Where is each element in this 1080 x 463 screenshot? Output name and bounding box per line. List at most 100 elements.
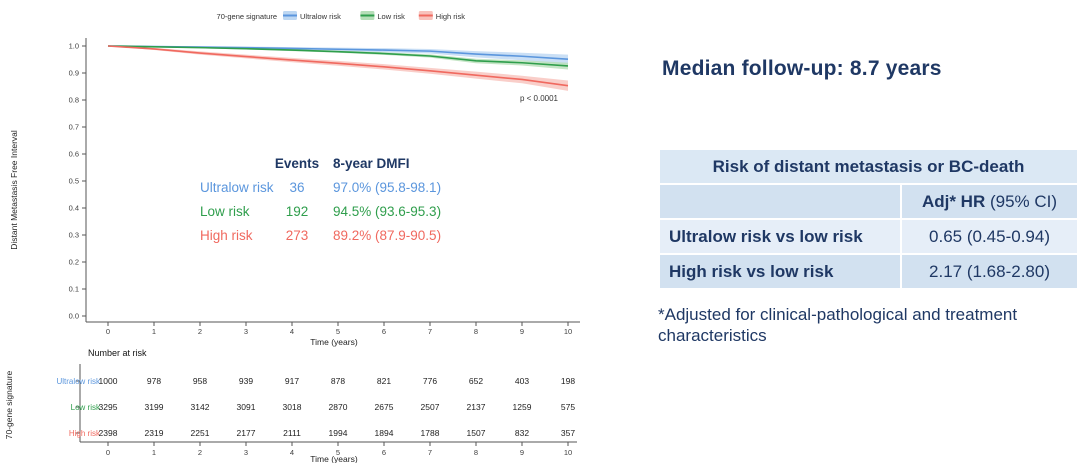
- x-tick-label: 2: [198, 327, 202, 336]
- y-tick-label: 0.3: [69, 231, 79, 240]
- annotation-dmfi-ultralow-risk: 97.0% (95.8-98.1): [333, 180, 441, 195]
- x-tick-label: 0: [106, 327, 110, 336]
- risk-count: 978: [147, 376, 161, 386]
- risk-row-label-high-risk: High risk: [69, 429, 101, 438]
- annotation-label-ultralow-risk: Ultralow risk: [200, 180, 274, 195]
- y-axis-ticks: 0.0 0.1 0.2 0.3 0.4 0.5 0.6 0.7 0.8 0.9 1.0: [69, 42, 86, 321]
- x-tick-label: 5: [336, 327, 340, 336]
- risk-count: 917: [285, 376, 299, 386]
- ci-bands: [108, 46, 568, 91]
- x-tick-label: 3: [244, 327, 248, 336]
- risk-count: 821: [377, 376, 391, 386]
- y-axis-title: Distant Metastasis Free Interval: [9, 130, 19, 250]
- risk-x-tick-label: 4: [290, 448, 294, 457]
- risk-table-y-title: 70-gene signature: [4, 370, 14, 439]
- risk-count: 1259: [513, 402, 532, 412]
- y-tick-label: 0.0: [69, 312, 79, 321]
- y-tick-label: 0.7: [69, 123, 79, 132]
- risk-count: 2137: [467, 402, 486, 412]
- main-axes: [85, 38, 580, 323]
- risk-count: 575: [561, 402, 575, 412]
- risk-x-tick-label: 10: [564, 448, 572, 457]
- risk-count: 403: [515, 376, 529, 386]
- risk-count: 939: [239, 376, 253, 386]
- hr-col-header: Adj* HR (95% CI): [900, 183, 1079, 220]
- km-curve-high-risk: [107, 45, 569, 87]
- km-curves: [107, 45, 569, 87]
- x-tick-label: 6: [382, 327, 386, 336]
- risk-count: 2111: [283, 428, 301, 438]
- km-curve-low-risk: [107, 45, 569, 67]
- risk-count: 958: [193, 376, 207, 386]
- hr-col-header-rest: (95% CI): [985, 191, 1058, 211]
- km-chart-svg: 70-gene signature Ultralow risk Low risk Hi…: [4, 11, 580, 463]
- hr-table-subheader-row: Adj* HR (95% CI): [658, 183, 1079, 220]
- hr-row-label: Ultralow risk vs low risk: [658, 218, 902, 255]
- risk-count: 3142: [191, 402, 210, 412]
- annotation-dmfi-low-risk: 94.5% (93.6-95.3): [333, 204, 441, 219]
- hr-table-row-ultralow: Ultralow risk vs low risk 0.65 (0.45-0.9…: [658, 218, 1079, 255]
- risk-x-tick-label: 1: [152, 448, 156, 457]
- x-axis-ticks: 0 1 2 3 4 5 6 7 8 9 10: [106, 322, 572, 336]
- risk-count: 3199: [145, 402, 164, 412]
- hr-table-row-high: High risk vs low risk 2.17 (1.68-2.80): [658, 253, 1079, 290]
- risk-count: 776: [423, 376, 437, 386]
- risk-count: 3018: [283, 402, 302, 412]
- x-tick-label: 10: [564, 327, 572, 336]
- risk-count: 2398: [99, 428, 118, 438]
- chart-legend: 70-gene signature Ultralow risk Low risk Hi…: [217, 11, 465, 21]
- risk-count: 1894: [375, 428, 394, 438]
- risk-count: 357: [561, 428, 575, 438]
- ci-band-low-risk: [108, 46, 568, 70]
- hr-table-title: Risk of distant metastasis or BC-death: [658, 148, 1079, 185]
- hr-row-value: 0.65 (0.45-0.94): [900, 218, 1079, 255]
- annotation-label-low-risk: Low risk: [200, 204, 250, 219]
- legend-label-ultralow-risk: Ultralow risk: [300, 12, 341, 21]
- hr-empty-cell: [658, 183, 902, 220]
- p-value-label: p < 0.0001: [520, 94, 559, 103]
- risk-table: Number at risk 70-gene signature Ultralow …: [4, 348, 577, 463]
- risk-x-tick-label: 7: [428, 448, 432, 457]
- x-tick-label: 1: [152, 327, 156, 336]
- events-annotation: Events 8-year DMFI Ultralow risk 36 97.0% (9…: [200, 156, 441, 243]
- y-tick-label: 0.8: [69, 96, 79, 105]
- footnote: *Adjusted for clinical-pathological and …: [658, 305, 1018, 346]
- risk-x-tick-label: 2: [198, 448, 202, 457]
- annotation-events-low-risk: 192: [286, 204, 309, 219]
- y-tick-label: 0.6: [69, 150, 79, 159]
- hr-table-header-row: Risk of distant metastasis or BC-death: [658, 148, 1079, 185]
- hr-row-value: 2.17 (1.68-2.80): [900, 253, 1079, 290]
- annotation-events-ultralow-risk: 36: [289, 180, 304, 195]
- annotation-label-high-risk: High risk: [200, 228, 253, 243]
- risk-count: 2251: [191, 428, 210, 438]
- risk-x-tick-label: 3: [244, 448, 248, 457]
- hazard-ratio-table: Risk of distant metastasis or BC-death A…: [658, 148, 1079, 290]
- risk-row-label-low-risk: Low risk: [71, 403, 101, 412]
- risk-x-tick-label: 8: [474, 448, 478, 457]
- risk-count: 832: [515, 428, 529, 438]
- risk-count: 1994: [329, 428, 348, 438]
- risk-count: 1788: [421, 428, 440, 438]
- x-axis-title: Time (years): [310, 337, 358, 347]
- median-followup-heading: Median follow-up: 8.7 years: [662, 57, 942, 80]
- x-tick-label: 4: [290, 327, 294, 336]
- risk-count: 2675: [375, 402, 394, 412]
- y-tick-label: 0.1: [69, 285, 79, 294]
- y-tick-label: 0.9: [69, 69, 79, 78]
- risk-count: 1000: [99, 376, 118, 386]
- events-header: Events: [275, 156, 319, 171]
- annotation-dmfi-high-risk: 89.2% (87.9-90.5): [333, 228, 441, 243]
- risk-count: 198: [561, 376, 575, 386]
- legend-label-low-risk: Low risk: [377, 12, 405, 21]
- legend-label-high-risk: High risk: [436, 12, 465, 21]
- y-tick-label: 0.2: [69, 258, 79, 267]
- risk-count: 2319: [145, 428, 164, 438]
- hr-row-label: High risk vs low risk: [658, 253, 902, 290]
- risk-x-tick-label: 5: [336, 448, 340, 457]
- risk-table-title: Number at risk: [88, 348, 147, 358]
- x-tick-label: 8: [474, 327, 478, 336]
- risk-count: 652: [469, 376, 483, 386]
- annotation-events-high-risk: 273: [286, 228, 309, 243]
- y-tick-label: 1.0: [69, 42, 79, 51]
